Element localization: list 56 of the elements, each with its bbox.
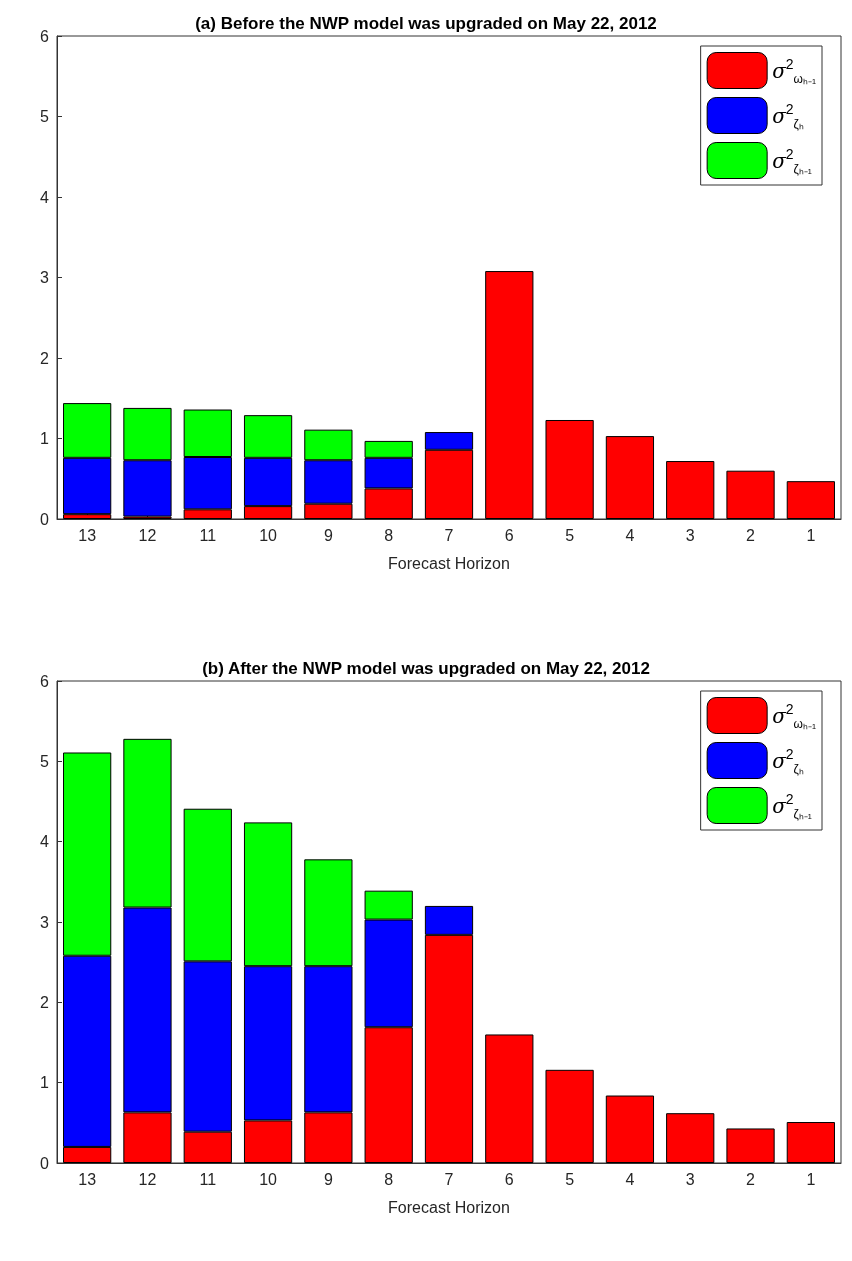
x-tick-label: 2 — [746, 526, 756, 544]
x-tick-label: 3 — [685, 1170, 695, 1188]
y-tick-label: 0 — [40, 510, 50, 528]
y-tick-label: 2 — [40, 993, 50, 1011]
y-tick-label: 6 — [40, 672, 50, 690]
x-tick-label: 5 — [565, 1170, 575, 1188]
y-tick-label: 1 — [40, 430, 50, 447]
x-tick-label: 11 — [199, 1170, 217, 1188]
y-tick-label: 0 — [40, 1154, 50, 1172]
x-tick-label: 11 — [199, 526, 217, 544]
y-tick-label: 1 — [40, 1074, 50, 1092]
y-tick-label: 2 — [40, 349, 50, 367]
x-tick-label: 5 — [565, 526, 575, 544]
x-axis-title: Forecast Horizon — [388, 1198, 510, 1216]
x-axis-title: Forecast Horizon — [388, 554, 510, 572]
bar — [485, 1034, 534, 1163]
x-tick-label: 13 — [78, 1170, 97, 1188]
y-tick-label: 3 — [40, 913, 50, 931]
x-tick-label: 13 — [78, 526, 97, 544]
bar — [726, 1128, 775, 1163]
bar — [605, 1095, 655, 1163]
bar — [666, 1113, 715, 1163]
y-tick-label: 4 — [40, 833, 50, 851]
bar — [666, 461, 715, 519]
bar — [786, 481, 835, 519]
y-tick-label: 4 — [40, 188, 50, 206]
chart-title: (a) Before the NWP model was upgraded on May 22, 2012 — [195, 14, 657, 33]
x-tick-label: 9 — [323, 526, 333, 544]
y-tick-label: 5 — [40, 752, 50, 770]
x-tick-label: 10 — [259, 526, 278, 544]
bar — [485, 271, 534, 519]
bar — [786, 1122, 835, 1163]
bar — [545, 1069, 594, 1163]
x-tick-label: 3 — [685, 526, 695, 544]
x-tick-label: 1 — [806, 526, 816, 544]
x-tick-label: 8 — [384, 526, 394, 544]
bar — [545, 419, 594, 519]
x-tick-label: 12 — [138, 1170, 157, 1188]
x-tick-label: 12 — [138, 526, 157, 544]
x-tick-label: 10 — [259, 1170, 278, 1188]
x-tick-label: 4 — [625, 526, 635, 544]
bar — [726, 470, 775, 519]
x-tick-label: 8 — [384, 1170, 394, 1188]
x-tick-label: 7 — [444, 526, 454, 544]
y-tick-label: 5 — [40, 108, 50, 125]
x-tick-label: 4 — [625, 1170, 635, 1188]
y-tick-label: 3 — [40, 269, 50, 286]
x-tick-label: 1 — [806, 1170, 816, 1188]
x-tick-label: 6 — [504, 526, 514, 544]
x-tick-label: 2 — [746, 1170, 756, 1188]
chart-title: (b) After the NWP model was upgraded on May 22, 2012 — [202, 659, 650, 678]
x-tick-label: 7 — [444, 1170, 454, 1188]
y-tick-label: 6 — [40, 27, 50, 45]
x-tick-label: 9 — [323, 1170, 333, 1188]
x-tick-label: 6 — [504, 1170, 514, 1188]
bar — [605, 436, 655, 519]
